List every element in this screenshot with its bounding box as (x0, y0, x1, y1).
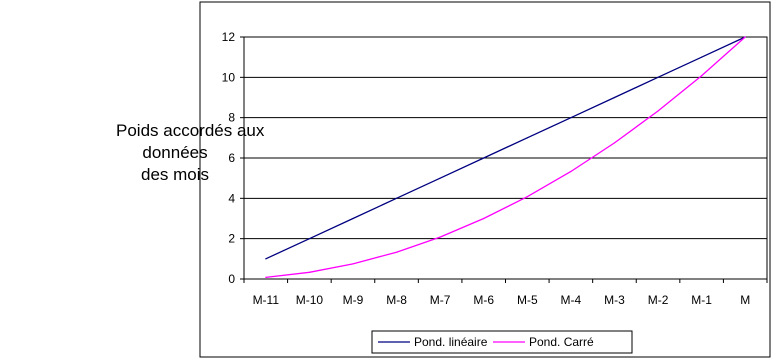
series-line-0 (265, 36, 746, 260)
series-line-1 (265, 36, 746, 279)
x-tick-label: M-4 (561, 293, 582, 307)
y-tick-labels: 0 2 4 6 8 10 12 (222, 30, 236, 286)
x-tick-label: M-1 (691, 293, 712, 307)
data-point (701, 56, 703, 58)
data-point (395, 251, 398, 253)
x-tick-label: M-3 (604, 293, 625, 307)
y-tick-label: 4 (228, 191, 235, 205)
data-point (613, 142, 616, 144)
data-point (308, 238, 310, 240)
y-tick-label: 2 (228, 232, 235, 246)
data-point (483, 157, 485, 159)
data-point (352, 263, 354, 265)
x-tick-label: M-8 (386, 293, 407, 307)
x-tick-label: M-11 (253, 293, 280, 307)
x-tick-label: M-10 (296, 293, 324, 307)
x-tick-labels: M-11 M-10 M-9 M-8 M-7 M-6 M-5 M-4 M-3 M-2 M-1 M (243, 279, 768, 307)
y-axis-label: Poids accordés aux données des mois (116, 120, 265, 186)
y-tick-label: 10 (222, 70, 236, 84)
data-point (657, 76, 659, 78)
y-tick-label: 6 (228, 151, 235, 165)
y-tick-label: 8 (228, 111, 235, 125)
legend: Pond. linéaire Pond. Carré (371, 330, 633, 354)
data-point (439, 177, 441, 179)
data-point (395, 197, 398, 199)
y-axis-label-line: données (142, 143, 208, 162)
data-point (439, 236, 441, 238)
data-point (657, 110, 659, 112)
y-axis-label-line: des mois (140, 165, 210, 184)
x-tick-label: M-2 (648, 293, 669, 307)
legend-label: Pond. linéaire (414, 335, 488, 349)
data-point (570, 170, 572, 173)
x-tick-label: M-7 (430, 293, 451, 307)
x-tick-label: M-6 (473, 293, 494, 307)
data-point (308, 271, 310, 273)
data-point (701, 75, 703, 77)
gridlines (240, 36, 767, 280)
data-point (526, 196, 528, 198)
y-axis-label-line: Poids accordés aux (116, 121, 265, 140)
chart-frame (199, 1, 771, 358)
legend-label: Pond. Carré (529, 335, 594, 349)
data-point (352, 217, 354, 220)
x-tick-label: M-9 (343, 293, 364, 307)
y-tick-label: 12 (222, 30, 236, 44)
x-tick-label: M (740, 293, 750, 307)
series-lines (265, 36, 746, 279)
data-point (265, 258, 267, 260)
data-point (526, 137, 528, 139)
data-point (613, 96, 616, 99)
x-tick-label: M-5 (517, 293, 538, 307)
data-point (265, 276, 267, 278)
data-point (483, 217, 485, 220)
data-point (570, 117, 572, 119)
data-point (744, 36, 746, 38)
y-tick-label: 0 (228, 272, 235, 286)
